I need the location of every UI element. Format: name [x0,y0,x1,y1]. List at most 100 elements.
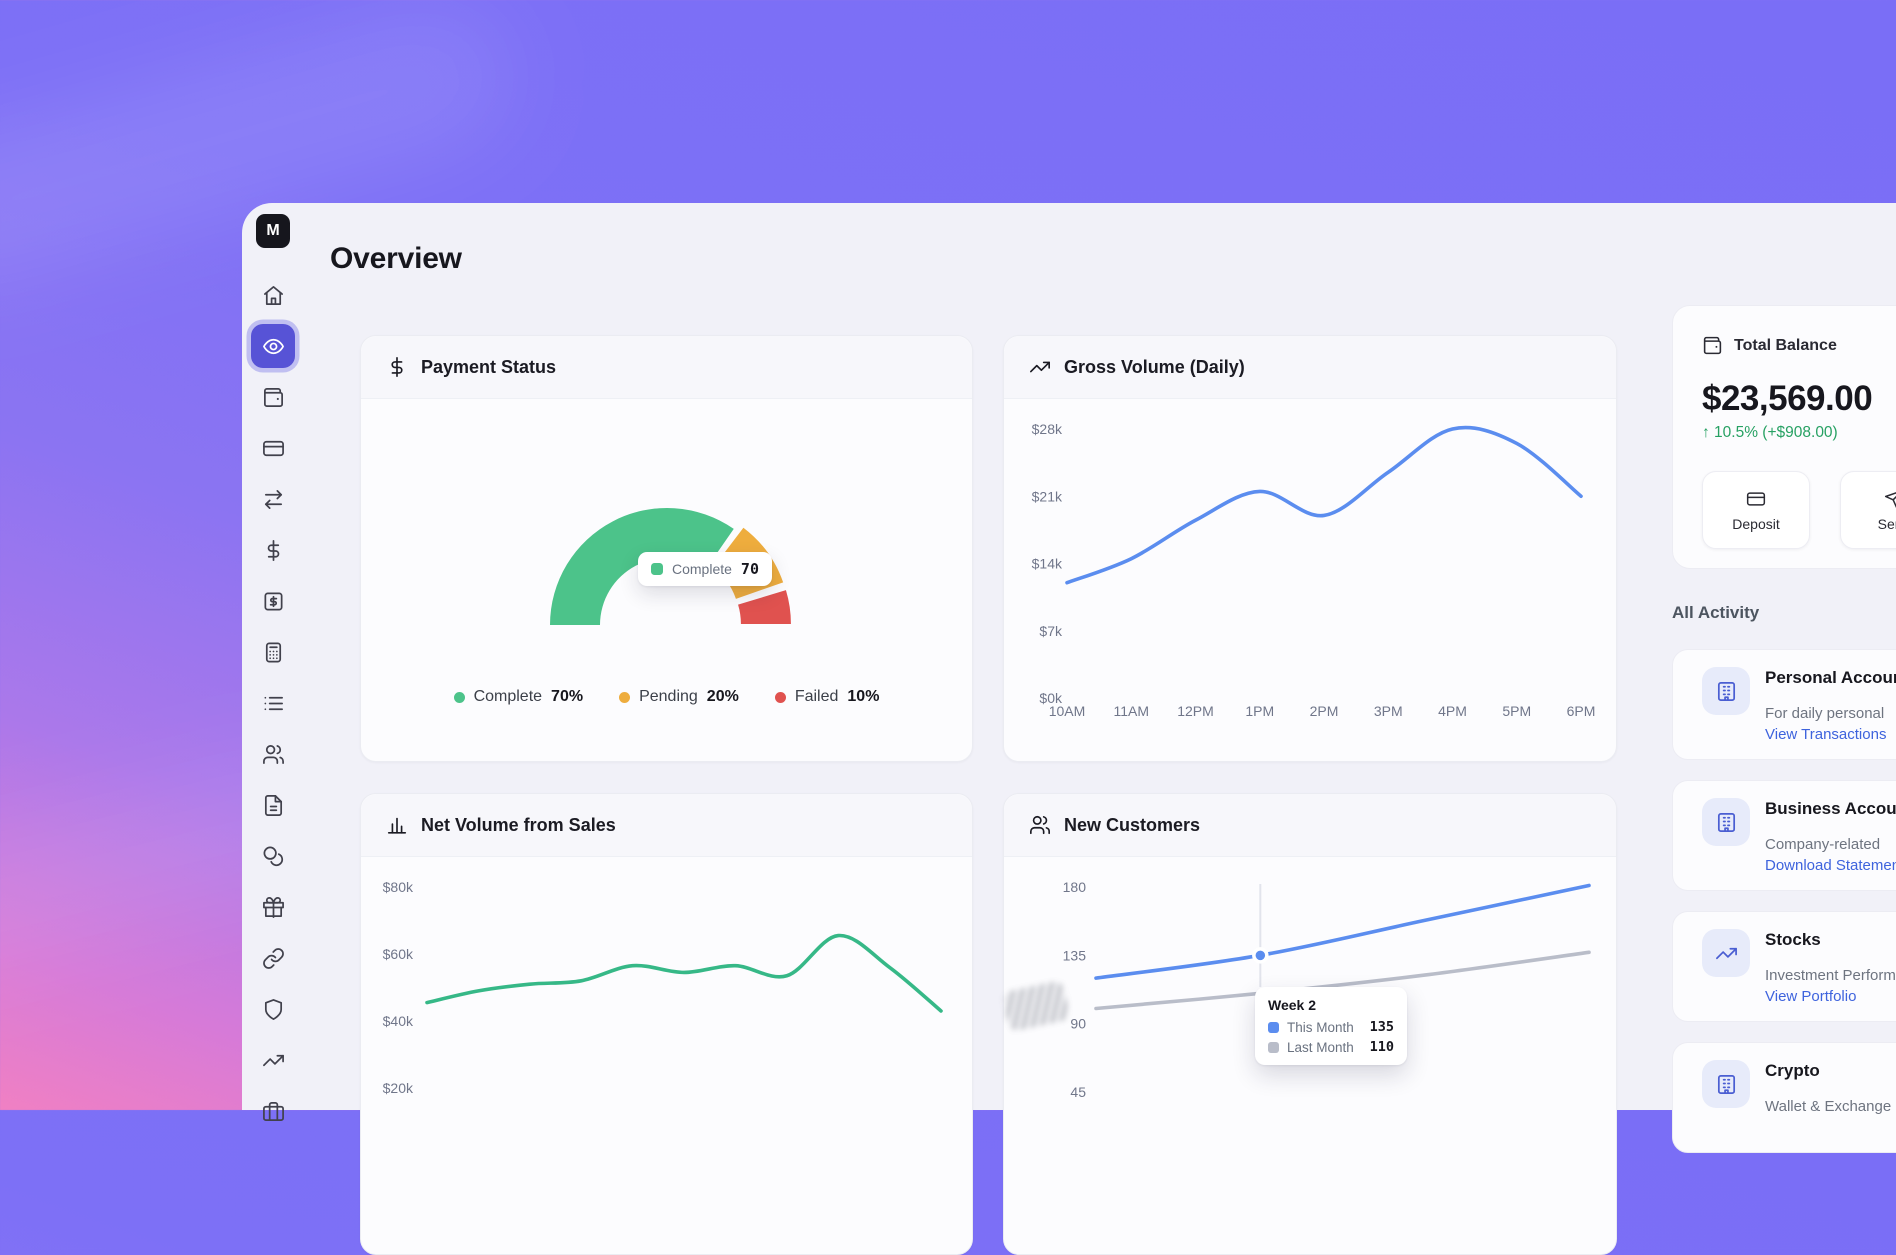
sidebar-item-list[interactable] [251,681,295,725]
balance-label: Total Balance [1734,336,1837,354]
svg-text:$21k: $21k [1032,488,1063,504]
activity-link[interactable]: View Transactions [1765,726,1887,743]
activity-subtitle: Wallet & Exchange [1765,1098,1892,1115]
sidebar-item-coins[interactable] [251,834,295,878]
svg-text:$0k: $0k [1039,690,1063,706]
gross-volume-card: Gross Volume (Daily) $28k $21k $14k $7k $0k 1… [1003,335,1617,762]
activity-link[interactable]: View Portfolio [1765,988,1857,1005]
activity-text: Business Account Company-related Download … [1765,797,1896,876]
activity-item-business-account: Business Account Company-related Download … [1672,780,1896,891]
sidebar-item-invoice[interactable] [251,579,295,623]
tooltip-row: Last Month 110 [1268,1039,1394,1055]
all-activity-heading: All Activity [1672,603,1760,622]
sidebar [251,273,295,1133]
eye-icon [262,335,285,358]
calculator-icon [262,641,285,664]
activity-subtitle: Investment Performance [1765,967,1896,984]
sidebar-item-link[interactable] [251,936,295,980]
sidebar-item-dollar[interactable] [251,528,295,572]
send-button[interactable]: Send [1840,471,1896,549]
svg-text:$40k: $40k [383,1013,414,1029]
activity-item-stocks: Stocks Investment Performance View Portfol… [1672,911,1896,1022]
sidebar-item-card[interactable] [251,426,295,470]
legend-label: Complete [473,688,543,705]
tooltip-row: This Month 135 [1268,1019,1394,1035]
wallet-icon [262,386,285,409]
transfer-icon [262,488,285,511]
link-icon [262,947,285,970]
payment-legend: Complete 70% Pending 20% Failed 10% [361,688,972,706]
sidebar-item-trending-up[interactable] [251,1038,295,1082]
sidebar-item-eye[interactable] [251,324,295,368]
net-volume-chart: $80k $60k $40k $20k [383,879,943,1096]
activity-subtitle: For daily personal [1765,705,1885,722]
bank-icon [1702,1060,1750,1108]
invoice-icon [262,590,285,613]
sidebar-item-shield[interactable] [251,987,295,1031]
legend-item-failed: Failed 10% [774,688,880,706]
wallet-icon [1702,335,1723,356]
activity-title: Crypto [1765,1061,1820,1080]
svg-text:3PM: 3PM [1374,703,1403,719]
svg-text:11AM: 11AM [1113,703,1149,719]
sidebar-item-transfer[interactable] [251,477,295,521]
card-title: New Customers [1064,814,1201,835]
tooltip-value: 135 [1369,1019,1394,1035]
total-balance-card: Total Balance $23,569.00 ↑ 10.5% (+$908.… [1672,305,1896,569]
legend-dot [774,691,786,703]
legend-value: 70% [551,688,584,705]
svg-text:5PM: 5PM [1502,703,1531,719]
card-header: Payment Status [361,336,972,399]
svg-text:6PM: 6PM [1567,703,1596,719]
sidebar-item-gift[interactable] [251,885,295,929]
sidebar-item-wallet[interactable] [251,375,295,419]
activity-text: Stocks Investment Performance View Portfol… [1765,928,1896,1007]
sidebar-item-document[interactable] [251,783,295,827]
app-logo[interactable]: M [256,214,290,248]
deposit-button[interactable]: Deposit [1702,471,1810,549]
sidebar-item-calculator[interactable] [251,630,295,674]
svg-text:1PM: 1PM [1245,703,1274,719]
activity-subtitle: Company-related [1765,836,1881,853]
sidebar-item-home[interactable] [251,273,295,317]
svg-text:$60k: $60k [383,946,414,962]
card-icon [1746,489,1766,509]
coins-icon [262,845,285,868]
activity-link[interactable]: Download Statement [1765,857,1896,874]
tooltip-label: This Month [1287,1019,1354,1035]
sidebar-item-briefcase[interactable] [251,1089,295,1133]
action-label: Send [1877,515,1896,532]
dollar-icon [386,356,408,378]
svg-text:45: 45 [1070,1084,1086,1100]
activity-item-personal-account: Personal Account For daily personal View T… [1672,649,1896,760]
activity-text: Personal Account For daily personal View T… [1765,666,1896,745]
svg-text:90: 90 [1070,1016,1086,1032]
legend-dot [453,691,465,703]
activity-title: Stocks [1765,930,1821,949]
svg-text:$28k: $28k [1032,421,1063,437]
activity-title: Business Account [1765,799,1896,818]
gift-icon [262,896,285,919]
card-title: Gross Volume (Daily) [1064,356,1245,377]
legend-value: 10% [847,688,880,705]
svg-text:10AM: 10AM [1049,703,1086,719]
sidebar-item-users[interactable] [251,732,295,776]
new-customers-card: New Customers 180 135 90 45 Week 2 This Mon… [1003,793,1617,1255]
legend-item-pending: Pending 20% [619,688,739,706]
legend-value: 20% [706,688,739,705]
list-icon [262,692,285,715]
balance-header: Total Balance [1702,335,1896,356]
home-icon [262,284,285,307]
balance-actions: Deposit Send [1702,471,1896,549]
payment-status-card: Payment Status Complete 70 Complete 70% Pe… [360,335,973,762]
users-icon [262,743,285,766]
briefcase-icon [262,1100,285,1123]
dollar-icon [262,539,285,562]
legend-item-complete: Complete 70% [453,688,584,706]
card-header: Net Volume from Sales [361,794,972,857]
trending-up-icon [1702,929,1750,977]
card-header: New Customers [1004,794,1616,857]
tooltip-swatch [1268,1041,1279,1053]
card-title: Payment Status [421,356,557,377]
